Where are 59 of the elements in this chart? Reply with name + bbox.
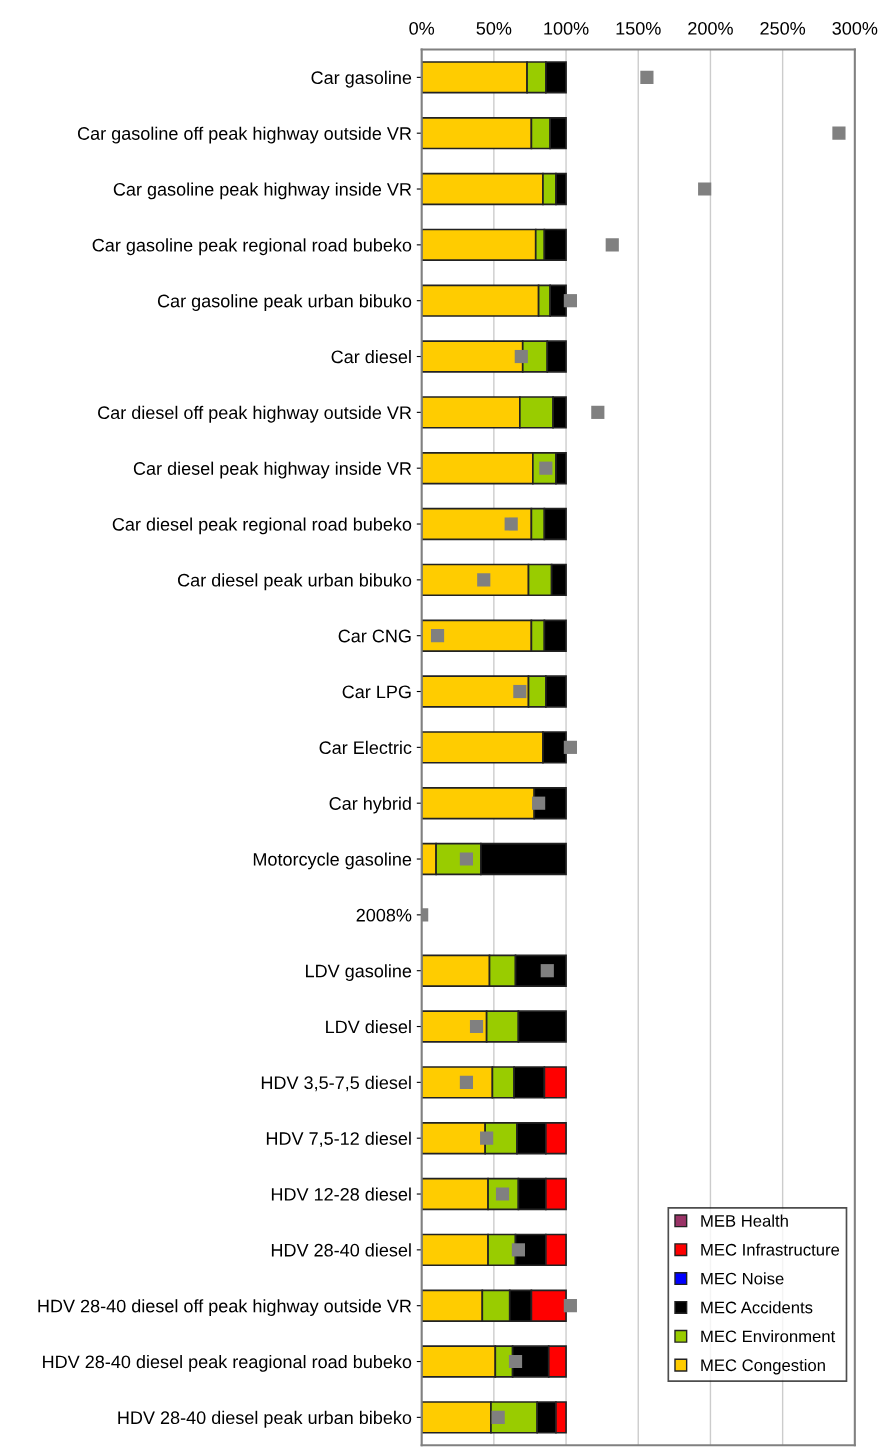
point [511, 1243, 525, 1257]
y-tick-label: Car CNG [338, 629, 411, 643]
y-tick-label: Car gasoline off peak highway outside VR [77, 126, 412, 144]
x-tick-label: 0% [409, 21, 435, 35]
y-tick-label: Car diesel [331, 349, 411, 364]
y-tick-label: HDV 28-40 diesel peak reagional road bubeko [43, 1354, 412, 1372]
y-tick-label: LDV diesel [326, 1019, 411, 1034]
legend-label: MEC Environment [701, 1330, 836, 1343]
y-tick-label: Car gasoline [311, 70, 412, 88]
legend-label: MEC Infrastructure [701, 1243, 840, 1256]
point [563, 740, 577, 754]
x-tick-label: 150% [616, 21, 661, 35]
point [532, 796, 546, 810]
y-tick-label: HDV 3,5-7,5 diesel [261, 1075, 411, 1092]
y-tick-label: Car diesel off peak highway outside VR [98, 405, 412, 423]
point [514, 349, 528, 364]
legend-label: MEB Health [701, 1214, 788, 1227]
y-tick-label: Car diesel peak highway inside VR [133, 461, 412, 479]
legend-label: MEC Noise [701, 1272, 784, 1285]
y-tick-label: LDV gasoline [306, 964, 412, 981]
x-tick-label: 50% [476, 21, 512, 35]
x-tick-label: 250% [760, 21, 806, 35]
y-tick-label: Car diesel peak urban bibuko [178, 573, 412, 591]
point [640, 70, 654, 84]
point [480, 1131, 494, 1145]
y-tick-label: Car gasoline peak urban bibuko [157, 294, 412, 311]
point [832, 126, 846, 140]
point [430, 629, 445, 643]
y-tick-label: HDV 28-40 diesel [271, 1243, 411, 1257]
y-tick-label: Car hybrid [329, 796, 411, 814]
point [563, 294, 577, 308]
point [491, 1410, 505, 1424]
y-tick-label: 2008% [356, 908, 412, 922]
point [563, 1299, 577, 1313]
legend-label: MEC Congestion [701, 1358, 825, 1375]
point [591, 405, 605, 419]
point [459, 1075, 474, 1089]
point [513, 684, 527, 699]
y-tick-label: Car diesel peak regional road bubeko [112, 517, 412, 535]
x-tick-label: 300% [832, 21, 878, 35]
x-tick-label: 200% [688, 21, 733, 35]
x-tick-label: 100% [544, 21, 589, 35]
point [698, 182, 712, 196]
y-tick-label: HDV 7,5-12 diesel [266, 1131, 411, 1148]
point [508, 1354, 523, 1369]
point [469, 1019, 484, 1034]
point [477, 573, 491, 587]
legend-label: MEC Accidents [701, 1301, 813, 1314]
y-tick-label: Car LPG [342, 685, 411, 699]
point [459, 852, 474, 866]
y-tick-label: HDV 12-28 diesel [271, 1187, 411, 1201]
y-tick-label: Motorcycle gasoline [253, 852, 412, 870]
y-tick-label: Car Electric [319, 740, 412, 755]
point [504, 517, 518, 531]
y-tick-label: HDV 28-40 diesel peak urban bibeko [118, 1410, 412, 1428]
y-tick-label: HDV 28-40 diesel off peak highway outside VR [38, 1299, 412, 1316]
y-tick-label: Car gasoline peak regional road bubeko [92, 238, 412, 256]
y-tick-label: Car gasoline peak highway inside VR [113, 182, 412, 200]
point [605, 238, 619, 252]
